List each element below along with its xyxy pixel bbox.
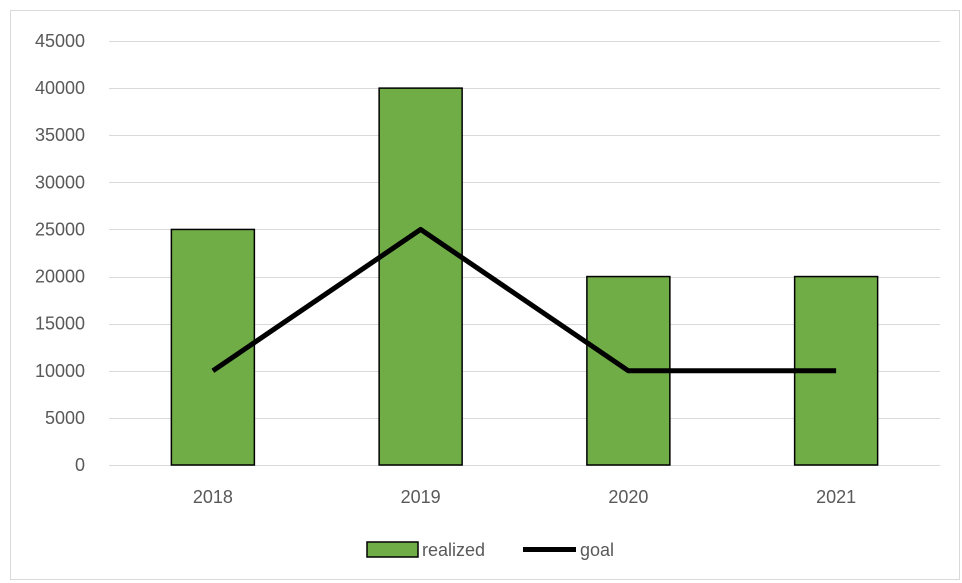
y-tick-label: 10000: [35, 361, 85, 381]
x-axis-ticks: 2018 2019 2020 2021: [193, 487, 856, 507]
legend-label-goal: goal: [580, 540, 614, 560]
y-tick-label: 5000: [45, 408, 85, 428]
legend-swatch-realized: [366, 541, 419, 558]
legend-label-realized: realized: [422, 540, 485, 560]
x-tick-label: 2018: [193, 487, 233, 507]
y-axis-ticks: 0 5000 10000 15000 20000 25000 30000 35000 40000…: [35, 31, 85, 475]
legend: realized goal: [366, 540, 614, 560]
x-tick-label: 2020: [608, 487, 648, 507]
y-tick-label: 25000: [35, 219, 85, 239]
line-goal: [211, 226, 837, 374]
bar-2018: [170, 228, 256, 466]
bar-2019: [378, 87, 463, 466]
x-tick-label: 2019: [401, 487, 441, 507]
y-tick-label: 35000: [35, 125, 85, 145]
y-tick-label: 20000: [35, 267, 85, 287]
y-tick-label: 15000: [35, 314, 85, 334]
bars-realized: [170, 87, 879, 466]
y-tick-label: 40000: [35, 78, 85, 98]
x-tick-label: 2021: [816, 487, 856, 507]
y-tick-label: 30000: [35, 172, 85, 192]
y-tick-label: 45000: [35, 31, 85, 51]
y-tick-label: 0: [75, 455, 85, 475]
goal-line: [211, 226, 837, 374]
